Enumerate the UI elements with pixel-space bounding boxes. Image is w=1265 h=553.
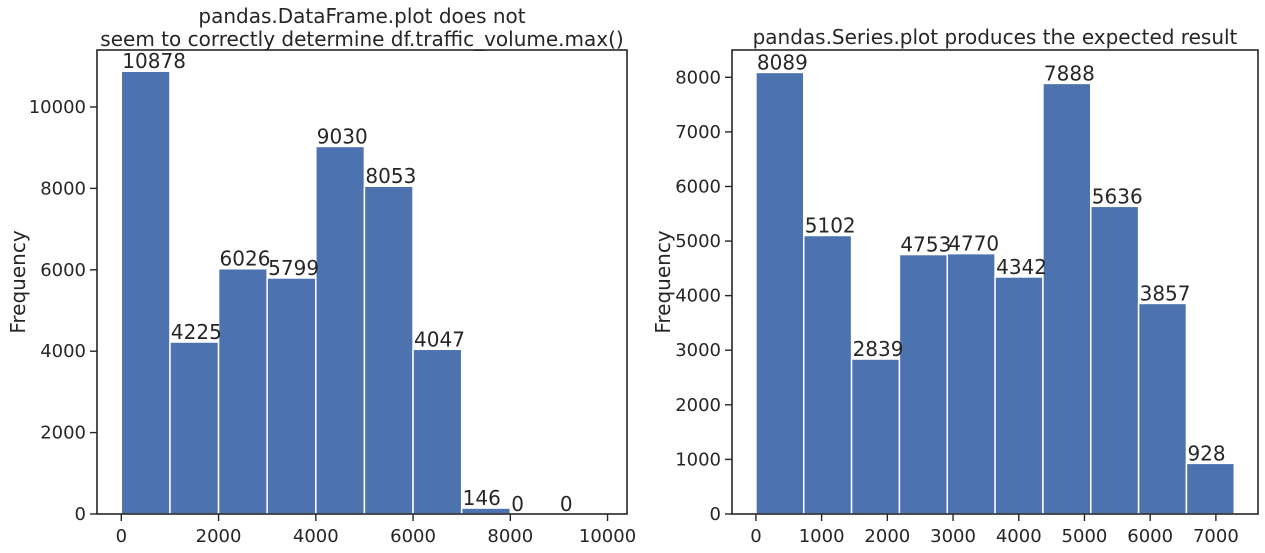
bar-data-label: 0 xyxy=(560,492,573,516)
bar-data-label: 7888 xyxy=(1044,61,1095,85)
y-axis-label: Frequency xyxy=(6,230,30,333)
histogram-bar xyxy=(1137,302,1188,515)
y-tick-label: 0 xyxy=(75,504,86,525)
histogram-bar xyxy=(1090,205,1140,515)
x-tick-label: 7000 xyxy=(1193,526,1239,547)
axes-frame xyxy=(96,49,628,515)
histogram-bar xyxy=(850,358,901,515)
y-tick-label: 8000 xyxy=(675,67,721,88)
y-tick-label: 1000 xyxy=(675,449,721,470)
x-tick-label: 0 xyxy=(116,526,127,547)
histogram-bar xyxy=(803,234,853,515)
x-tick-label: 1000 xyxy=(799,526,845,547)
chart-title: pandas.Series.plot produces the expected… xyxy=(753,25,1238,49)
histogram-bar xyxy=(120,70,171,515)
y-tick-label: 6000 xyxy=(40,260,86,281)
bar-data-label: 4225 xyxy=(171,320,222,344)
histogram-bar xyxy=(412,348,463,515)
bar-data-label: 4770 xyxy=(948,232,999,256)
x-tick-label: 2000 xyxy=(196,526,242,547)
histogram-bar xyxy=(946,252,996,515)
bar-data-label: 2839 xyxy=(853,337,904,361)
y-axis-label: Frequency xyxy=(651,230,675,333)
histogram-bar xyxy=(1185,462,1236,515)
bar-data-label: 4753 xyxy=(900,233,951,257)
bar-data-label: 9030 xyxy=(317,124,368,148)
y-tick-label: 7000 xyxy=(675,122,721,143)
y-tick-label: 6000 xyxy=(675,176,721,197)
x-tick-label: 0 xyxy=(750,526,761,547)
y-tick-label: 0 xyxy=(710,504,721,525)
x-tick-label: 6000 xyxy=(1127,526,1173,547)
y-tick-label: 10000 xyxy=(29,97,86,118)
y-tick-label: 3000 xyxy=(675,340,721,361)
y-tick-label: 5000 xyxy=(675,231,721,252)
histogram-bar xyxy=(994,276,1044,515)
bar-data-label: 8089 xyxy=(757,50,808,74)
histogram-bar xyxy=(315,145,366,515)
bar-data-label: 5636 xyxy=(1092,184,1143,208)
x-tick-label: 4000 xyxy=(996,526,1042,547)
bar-data-label: 146 xyxy=(463,486,501,510)
x-tick-label: 6000 xyxy=(390,526,436,547)
bar-data-label: 4047 xyxy=(414,327,465,351)
y-tick-label: 8000 xyxy=(40,178,86,199)
bar-data-label: 8053 xyxy=(365,164,416,188)
x-tick-label: 8000 xyxy=(487,526,533,547)
y-tick-label: 2000 xyxy=(675,395,721,416)
histogram-bar xyxy=(169,341,220,515)
bar-data-label: 928 xyxy=(1187,441,1225,465)
bar-data-label: 6026 xyxy=(220,247,271,271)
histogram-bar xyxy=(898,253,949,515)
x-tick-label: 10000 xyxy=(579,526,636,547)
bar-data-label: 10878 xyxy=(122,49,186,73)
x-tick-label: 4000 xyxy=(293,526,339,547)
histogram-bar xyxy=(217,267,268,515)
bar-data-label: 4342 xyxy=(996,255,1047,279)
y-tick-label: 2000 xyxy=(40,423,86,444)
x-tick-label: 3000 xyxy=(930,526,976,547)
bar-data-label: 0 xyxy=(511,492,524,516)
chart-title: seem to correctly determine df.traffic_v… xyxy=(100,27,623,51)
y-tick-label: 4000 xyxy=(675,286,721,307)
axes-frame xyxy=(731,49,1259,515)
bar-data-label: 5102 xyxy=(805,213,856,237)
histogram-bar xyxy=(266,277,317,515)
bar-data-label: 3857 xyxy=(1140,281,1191,305)
histogram-bar xyxy=(1042,82,1092,515)
histogram-bar xyxy=(363,185,414,515)
bar-data-label: 5799 xyxy=(268,256,319,280)
y-tick-label: 4000 xyxy=(40,341,86,362)
histogram-bar xyxy=(755,71,805,515)
x-tick-label: 5000 xyxy=(1062,526,1108,547)
chart-title: pandas.DataFrame.plot does not xyxy=(198,4,525,28)
x-tick-label: 2000 xyxy=(864,526,910,547)
